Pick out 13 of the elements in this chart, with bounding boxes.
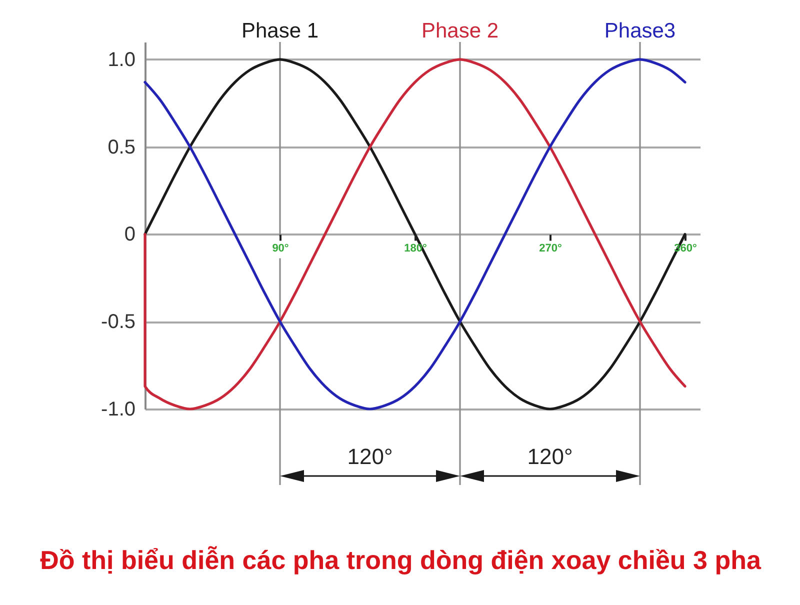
y-tick-label: 1.0	[108, 48, 136, 71]
x-tick-label: 90°	[272, 242, 289, 255]
x-tick-label: 270°	[539, 242, 562, 255]
series-label: Phase 2	[421, 19, 499, 42]
text: 120°	[347, 444, 393, 469]
y-tick-label: -1.0	[101, 398, 136, 420]
text: Đồ thị biểu diễn các pha trong dòng điện xoay chiều 3 pha	[40, 544, 762, 575]
series-label: Phase 1	[241, 19, 319, 42]
text: 120°	[527, 444, 573, 469]
y-tick-label: 0.5	[108, 136, 136, 158]
y-tick-label: 0	[124, 224, 136, 246]
series-label: Phase3	[604, 19, 676, 42]
y-tick-label: -0.5	[101, 311, 136, 334]
